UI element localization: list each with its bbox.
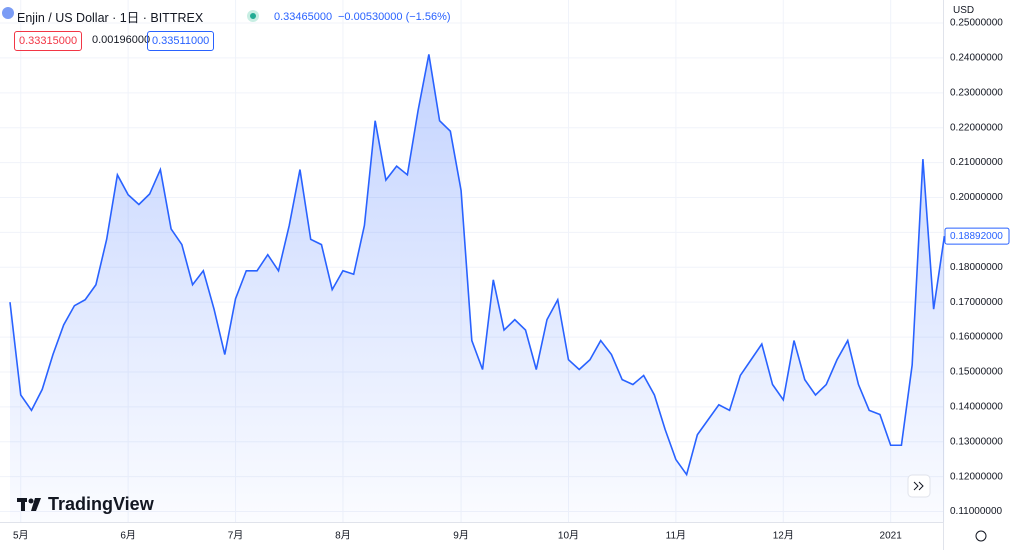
value-box: 0.33315000 bbox=[14, 31, 83, 51]
x-tick-label: 5月 bbox=[13, 530, 29, 542]
y-tick-label: 0.25000000 bbox=[950, 18, 1003, 29]
settings-icon[interactable] bbox=[975, 530, 987, 542]
change: −0.00530000 (−1.56%) bbox=[338, 11, 451, 23]
x-tick-label: 2021 bbox=[880, 531, 903, 542]
brand: TradingView bbox=[48, 494, 155, 514]
y-tick-label: 0.13000000 bbox=[950, 436, 1003, 447]
line bbox=[9, 54, 946, 477]
x-tick-label: 12月 bbox=[773, 530, 794, 542]
y-tick-label: 0.23000000 bbox=[950, 87, 1003, 98]
last-price-badge bbox=[944, 227, 1010, 245]
y-tick-label: 0.20000000 bbox=[950, 192, 1003, 203]
last-price-label: 0.18892000 bbox=[950, 231, 1003, 242]
symbol: Enjin / US Dollar · 1日 · BITTREX bbox=[17, 11, 204, 25]
y-tick-label: 0.17000000 bbox=[950, 297, 1003, 308]
x-tick-label: 8月 bbox=[335, 530, 351, 542]
y-tick-label: 0.15000000 bbox=[950, 367, 1003, 378]
y-tick-label: 0.14000000 bbox=[950, 401, 1003, 412]
status-dot bbox=[250, 13, 256, 19]
logo bbox=[17, 498, 41, 511]
y-tick-label: 0.18000000 bbox=[950, 262, 1003, 273]
y-tick-label: 0.12000000 bbox=[950, 471, 1003, 482]
x-tick-label: 9月 bbox=[453, 530, 469, 542]
y-tick-label: 0.11000000 bbox=[950, 506, 1003, 517]
x-tick-label: 7月 bbox=[228, 530, 244, 542]
y-tick-label: 0.16000000 bbox=[950, 332, 1003, 343]
x-tick-label: 6月 bbox=[120, 530, 136, 542]
value-box: 0.00196000 bbox=[92, 34, 151, 46]
y-tick-label: 0.24000000 bbox=[950, 53, 1003, 64]
area bbox=[10, 54, 945, 523]
y-tick-label: 0.22000000 bbox=[950, 122, 1003, 133]
symbol-icon bbox=[2, 7, 14, 19]
value-box[interactable]: 0.33511000 bbox=[147, 31, 215, 51]
currency[interactable]: USD bbox=[953, 5, 975, 16]
scroll-button[interactable] bbox=[907, 474, 931, 498]
y-tick-label: 0.21000000 bbox=[950, 157, 1003, 168]
price: 0.33465000 bbox=[274, 11, 333, 23]
scroll-icon bbox=[913, 481, 924, 491]
x-tick-label: 10月 bbox=[558, 530, 579, 542]
x-tick-label: 11月 bbox=[666, 530, 686, 542]
